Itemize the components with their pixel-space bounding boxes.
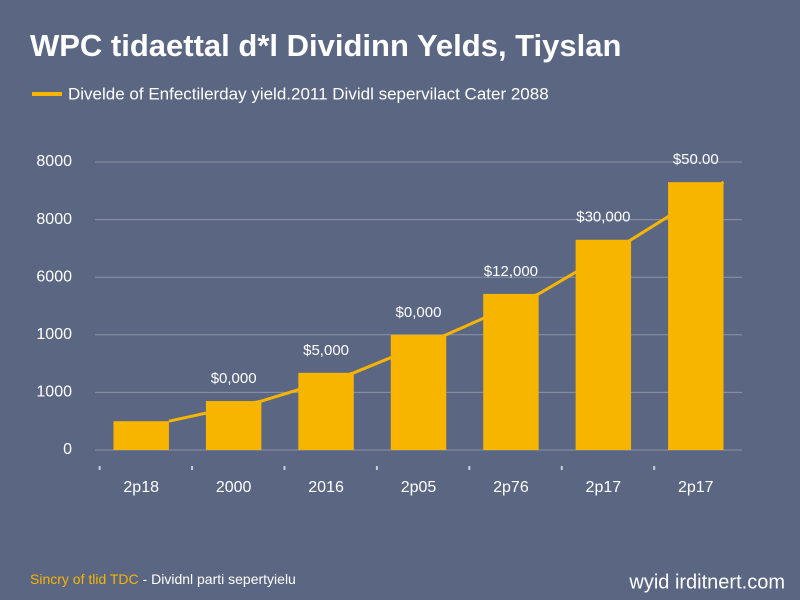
bar xyxy=(113,421,169,450)
value-label: $12,000 xyxy=(484,263,538,280)
bar xyxy=(668,182,724,450)
bar xyxy=(483,293,539,450)
bar xyxy=(298,372,354,450)
x-tick-label: 2016 xyxy=(308,479,344,496)
y-tick-label: 8000 xyxy=(36,211,72,228)
credit: wyid irditnert.com xyxy=(628,571,785,593)
y-tick-label: 8000 xyxy=(36,153,72,170)
chart-title: WPC tidaettal d*l Dividinn Yelds, Tiysla… xyxy=(30,28,621,63)
y-tick-label: 6000 xyxy=(36,268,72,285)
source-text: Sincry of tlid TDC - Dividnl parti seper… xyxy=(30,571,296,587)
y-tick-label: 0 xyxy=(63,441,72,458)
y-tick-label: 1000 xyxy=(36,326,72,343)
bar xyxy=(575,239,632,450)
value-label: $0,000 xyxy=(396,304,442,321)
x-tick-label: 2p18 xyxy=(123,479,159,496)
value-label: $0,000 xyxy=(211,370,257,387)
x-tick-label: 2p17 xyxy=(678,479,714,496)
value-label: $5,000 xyxy=(303,342,349,359)
source: - Dividnl parti sepertyielu xyxy=(139,571,296,587)
bar xyxy=(205,401,262,450)
value-label: $30,000 xyxy=(576,209,630,226)
value-label: $50.00 xyxy=(673,151,719,168)
trend-line xyxy=(168,180,725,423)
bar xyxy=(390,334,447,450)
source-label: Sincry of tlid TDC xyxy=(30,571,139,587)
x-tick-label: 2p17 xyxy=(586,479,622,496)
x-tick-label: 2p05 xyxy=(401,479,437,496)
x-tick-label: 2p76 xyxy=(493,479,529,496)
x-tick-label: 2000 xyxy=(216,479,252,496)
legend-label: Divelde of Enfectilerday yield.2011 Divi… xyxy=(68,84,549,103)
y-tick-label: 1000 xyxy=(36,384,72,401)
